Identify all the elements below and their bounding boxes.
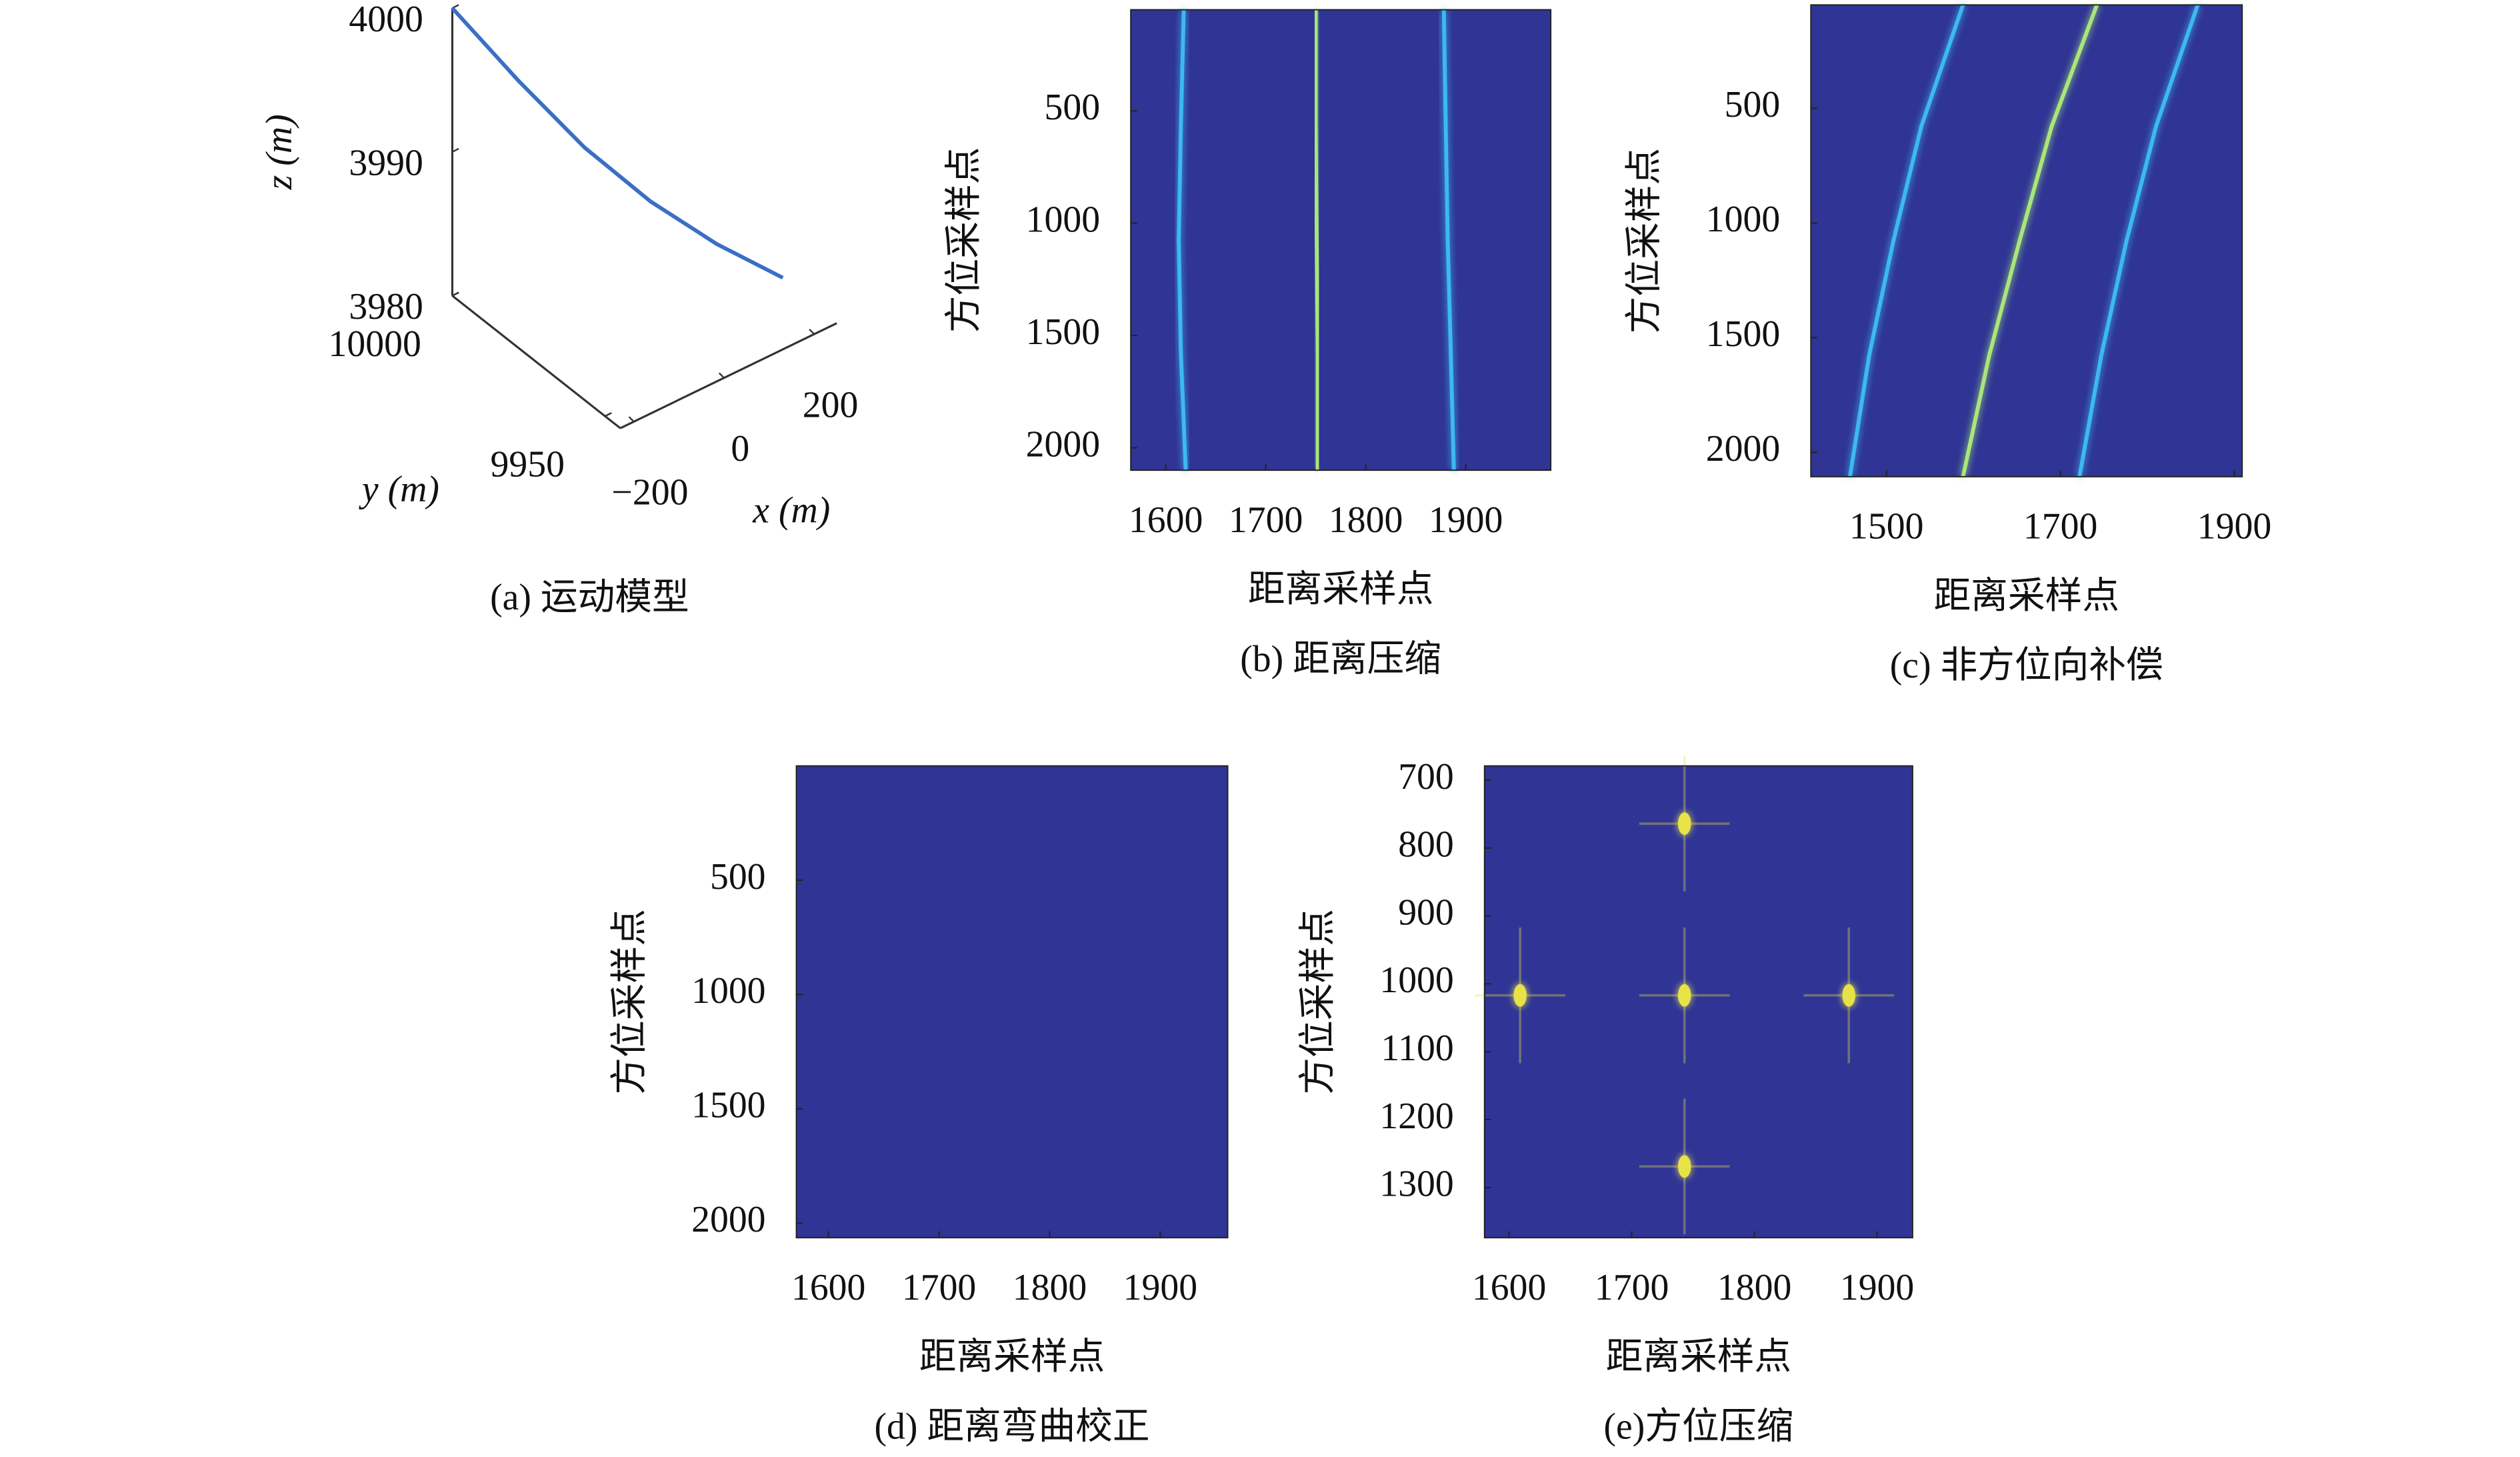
caption: (a) 运动模型 xyxy=(490,577,689,618)
z-tick-label: 3980 xyxy=(349,286,423,327)
point-target xyxy=(1678,812,1691,836)
y-tick-label: 1500 xyxy=(1706,313,1780,355)
y-tick-label: 1000 xyxy=(691,970,765,1012)
y-tick-label: 500 xyxy=(710,856,766,898)
x-tick-label: 1900 xyxy=(1123,1267,1197,1308)
y-axis-label: y (m) xyxy=(359,469,439,510)
x-tick-label: 1900 xyxy=(1840,1267,1914,1308)
y-axis xyxy=(451,295,621,429)
range-curve xyxy=(1313,9,1320,471)
y-axis-label: 方位采样点 xyxy=(609,909,651,1095)
y-tick xyxy=(605,412,612,417)
x-tick-label: 0 xyxy=(731,428,749,469)
plot-frame xyxy=(1483,765,1913,1239)
y-tick-label: 10000 xyxy=(329,323,421,365)
x-tick-label: 200 xyxy=(803,384,859,425)
range-curve xyxy=(1441,9,1456,471)
plot-frame xyxy=(1810,4,2243,477)
y-tick-label: 1500 xyxy=(1026,311,1100,353)
point-target xyxy=(1678,984,1691,1007)
point-target xyxy=(1513,984,1527,1007)
y-axis-label: 方位采样点 xyxy=(1623,148,1665,334)
y-tick-label: 1000 xyxy=(1026,199,1100,240)
y-tick-label: 1000 xyxy=(1706,199,1780,240)
plot-background xyxy=(1811,5,2243,477)
x-axis xyxy=(619,322,837,429)
y-tick-label: 1500 xyxy=(691,1085,765,1126)
range-curve xyxy=(1848,4,1965,477)
y-axis-label: 方位采样点 xyxy=(943,147,985,333)
x-tick-label: 1500 xyxy=(1849,506,1923,547)
x-axis-label: 距离采样点 xyxy=(1606,1336,1792,1378)
x-tick-label: 1900 xyxy=(1429,499,1503,541)
y-tick-label: 2000 xyxy=(1706,428,1780,469)
plot-background xyxy=(1484,766,1913,1238)
caption: (d) 距离弯曲校正 xyxy=(874,1406,1149,1447)
plot-background xyxy=(796,766,1228,1238)
x-tick xyxy=(809,328,815,335)
y-tick-label: 700 xyxy=(1398,756,1454,798)
point-target xyxy=(1678,1155,1691,1178)
plot-background xyxy=(1131,9,1551,471)
plot-frame xyxy=(1130,9,1552,471)
x-tick-label: −200 xyxy=(611,472,688,513)
x-axis-label: 距离采样点 xyxy=(1933,575,2119,617)
x-axis-label: 距离采样点 xyxy=(919,1336,1105,1378)
y-tick-label: 1000 xyxy=(1379,960,1453,1001)
y-tick-label: 1200 xyxy=(1379,1096,1453,1137)
y-tick-label: 800 xyxy=(1398,824,1454,866)
y-tick-label: 500 xyxy=(1725,84,1781,125)
y-tick-label: 1100 xyxy=(1381,1028,1453,1069)
trajectory xyxy=(451,7,784,280)
caption: (e)方位压缩 xyxy=(1604,1406,1794,1447)
point-target xyxy=(1842,984,1855,1007)
y-tick-label: 2000 xyxy=(691,1199,765,1240)
x-tick-label: 1700 xyxy=(2023,506,2097,547)
y-tick-label: 2000 xyxy=(1026,423,1100,465)
plot-frame xyxy=(795,765,1229,1239)
x-tick-label: 1800 xyxy=(1717,1267,1791,1308)
x-tick-label: 1900 xyxy=(2197,506,2271,547)
range-curve xyxy=(2077,4,2200,477)
x-axis-label: x (m) xyxy=(752,489,830,531)
x-tick-label: 1800 xyxy=(1329,499,1403,541)
y-tick-label: 900 xyxy=(1398,892,1454,933)
x-tick-label: 1700 xyxy=(1229,499,1303,541)
y-tick-label: 9950 xyxy=(491,443,565,485)
z-axis-label: z (m) xyxy=(259,114,300,190)
x-tick-label: 1600 xyxy=(1472,1267,1546,1308)
caption: (c) 非方位向补偿 xyxy=(1890,645,2163,686)
x-tick-label: 1700 xyxy=(1595,1267,1669,1308)
x-tick-label: 1800 xyxy=(1013,1267,1087,1308)
range-curve xyxy=(1961,4,2099,477)
z-tick-label: 4000 xyxy=(349,0,423,40)
y-tick-label: 1300 xyxy=(1379,1164,1453,1205)
y-tick xyxy=(451,291,459,297)
x-tick-label: 1600 xyxy=(791,1267,865,1308)
x-tick xyxy=(628,416,635,423)
z-tick-label: 3990 xyxy=(349,142,423,183)
z-tick xyxy=(451,147,459,153)
caption: (b) 距离压缩 xyxy=(1240,638,1441,679)
x-tick-label: 1600 xyxy=(1129,499,1203,541)
y-tick-label: 500 xyxy=(1045,87,1101,128)
x-tick-label: 1700 xyxy=(902,1267,976,1308)
x-axis-label: 距离采样点 xyxy=(1248,569,1434,610)
x-tick xyxy=(718,372,725,379)
range-curve xyxy=(1177,9,1188,471)
y-axis-label: 方位采样点 xyxy=(1297,909,1339,1095)
